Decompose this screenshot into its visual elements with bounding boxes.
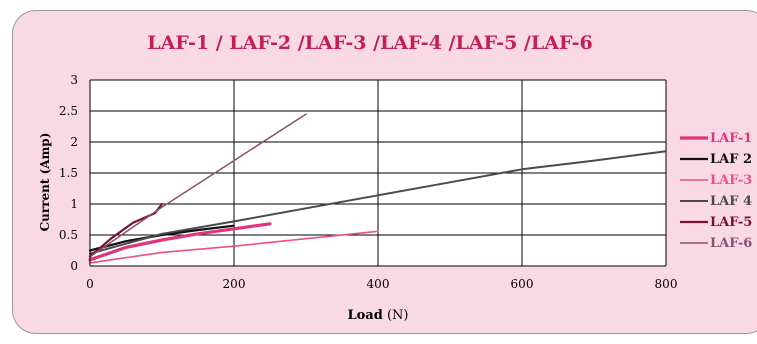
legend: LAF-1 LAF 2 LAF-3 LAF 4 LAF-5 LAF-6 [680, 131, 752, 251]
legend-label-laf-5: LAF-5 [710, 215, 752, 230]
series-line-laf-6 [89, 113, 307, 258]
series-line-laf-2 [88, 224, 236, 252]
x-tick-label-4: 800 [655, 277, 678, 291]
y-tick-label-4: 2 [70, 135, 78, 149]
legend-label-laf-4: LAF 4 [710, 194, 752, 209]
legend-label-laf-6: LAF-6 [710, 236, 752, 251]
series-group [88, 113, 667, 264]
legend-label-laf-3: LAF-3 [710, 173, 752, 188]
y-tick-label-1: 0.5 [59, 228, 78, 242]
chart-title: LAF-1 / LAF-2 /LAF-3 /LAF-4 /LAF-5 /LAF-… [147, 32, 592, 54]
y-axis-label: Current (Amp) [38, 133, 52, 232]
series-line-laf-4 [89, 150, 667, 255]
legend-label-laf-1: LAF-1 [710, 131, 752, 146]
x-axis-label-unit: (N) [387, 308, 409, 323]
series-line-laf-3 [89, 230, 379, 264]
x-axis-label-text: Load [348, 308, 383, 323]
x-tick-label-1: 200 [223, 277, 246, 291]
x-axis-label: Load (N) [348, 308, 409, 323]
y-tick-label-5: 2.5 [59, 104, 78, 118]
y-tick-label-0: 0 [70, 259, 78, 273]
y-tick-label-6: 3 [70, 73, 78, 87]
x-tick-label-0: 0 [86, 277, 94, 291]
x-tick-label-3: 600 [511, 277, 534, 291]
y-tick-label-2: 1 [70, 197, 78, 211]
x-tick-label-2: 400 [367, 277, 390, 291]
tick-labels: 0 0.5 1 1.5 2 2.5 3 0 200 400 600 800 [59, 73, 678, 291]
grid-lines [89, 79, 667, 267]
legend-label-laf-2: LAF 2 [710, 152, 752, 167]
y-tick-label-3: 1.5 [59, 166, 78, 180]
series-line-laf-1 [88, 222, 272, 262]
axes [89, 80, 666, 267]
